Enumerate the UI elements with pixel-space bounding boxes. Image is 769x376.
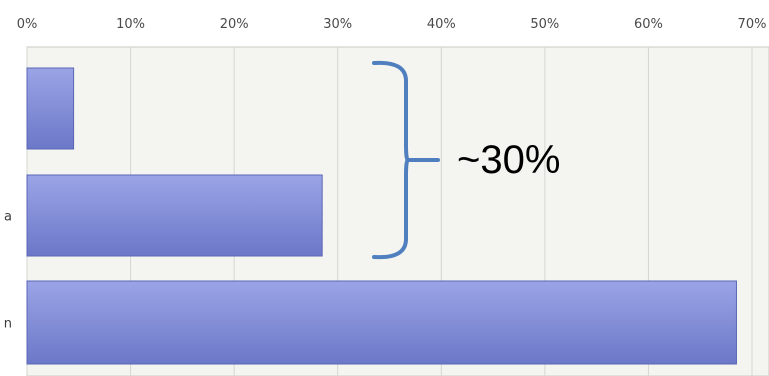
x-tick-label: 70% bbox=[738, 17, 767, 32]
category-label: a bbox=[4, 210, 12, 225]
category-label: n bbox=[4, 317, 12, 332]
x-tick-label: 60% bbox=[634, 17, 663, 32]
x-tick-label: 10% bbox=[116, 17, 145, 32]
x-axis-ticks: 0% 10% 20% 30% 40% 50% 60% 70% bbox=[17, 17, 767, 32]
x-tick-label: 0% bbox=[17, 17, 38, 32]
bar bbox=[26, 67, 75, 150]
curly-brace-annotation bbox=[372, 60, 440, 260]
bar bbox=[26, 174, 323, 257]
x-tick-label: 30% bbox=[323, 17, 352, 32]
bar bbox=[26, 280, 737, 365]
category-labels: an bbox=[4, 210, 12, 332]
annotation-label: ~30% bbox=[457, 138, 560, 182]
x-tick-label: 20% bbox=[220, 17, 249, 32]
x-tick-label: 40% bbox=[427, 17, 456, 32]
bars bbox=[26, 67, 737, 365]
x-tick-label: 50% bbox=[530, 17, 559, 32]
